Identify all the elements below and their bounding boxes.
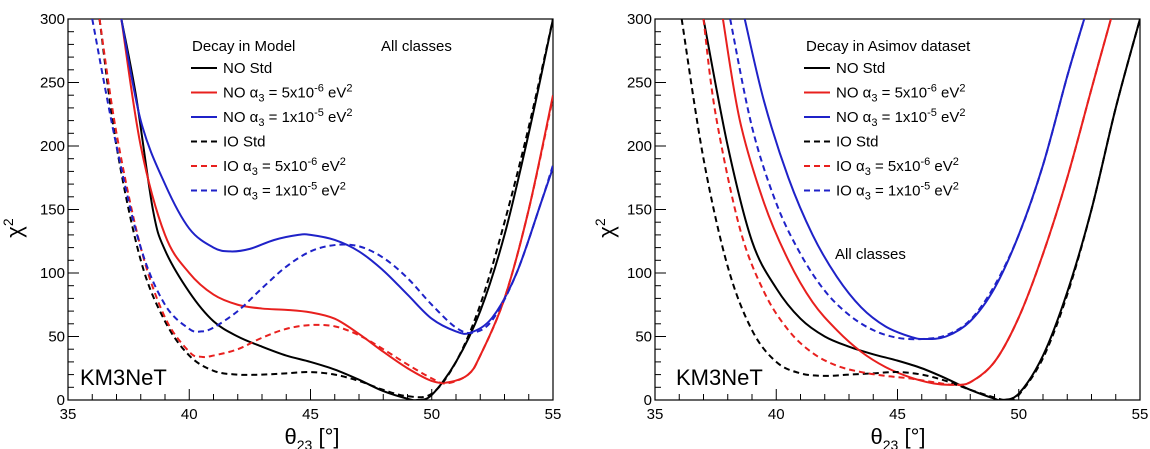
legend-label: NO α3 = 5x10-6 eV2 xyxy=(223,83,353,105)
x-tick-label: 40 xyxy=(768,406,785,423)
x-tick-label: 50 xyxy=(1010,406,1027,423)
right-legend-title: Decay in Asimov dataset xyxy=(806,38,971,55)
y-tick-label: 0 xyxy=(644,392,652,409)
right-curves xyxy=(680,19,1140,400)
left-axis-ticks: 35 40 45 50 55 0 50 100 150 200 250 300 xyxy=(40,11,561,423)
right-axis-ticks: 35 40 45 50 55 0 50 100 150 200 250 300 xyxy=(627,11,1148,423)
series-line-0 xyxy=(120,19,553,400)
y-tick-label: 50 xyxy=(48,329,65,346)
legend-label: NO α3 = 5x10-6 eV2 xyxy=(836,83,966,105)
legend-label: IO α3 = 5x10-6 eV2 xyxy=(223,156,346,178)
series-line-5 xyxy=(91,19,553,335)
series-line-3 xyxy=(680,19,1140,400)
legend-label: NO Std xyxy=(836,60,885,77)
right-watermark-km3net: KM3NeT xyxy=(676,365,763,390)
y-tick-label: 300 xyxy=(40,11,65,28)
x-tick-label: 35 xyxy=(647,406,664,423)
series-line-2 xyxy=(120,19,553,335)
legend-label: NO α3 = 1x10-5 eV2 xyxy=(223,107,353,129)
legend-label: IO α3 = 5x10-6 eV2 xyxy=(836,156,959,178)
y-tick-label: 200 xyxy=(40,138,65,155)
left-x-axis-title: θ23 [°] xyxy=(285,424,340,449)
y-tick-label: 50 xyxy=(635,329,652,346)
legend-label: IO α3 = 1x10-5 eV2 xyxy=(836,181,959,203)
y-tick-label: 300 xyxy=(627,11,652,28)
left-curves xyxy=(91,19,553,400)
series-line-5 xyxy=(729,19,1086,341)
x-tick-label: 50 xyxy=(423,406,440,423)
left-note-all-classes: All classes xyxy=(381,38,452,55)
left-legend-title: Decay in Model xyxy=(192,38,295,55)
x-tick-label: 35 xyxy=(60,406,77,423)
legend-label: IO Std xyxy=(836,134,879,151)
series-line-1 xyxy=(120,19,553,384)
legend-label: IO α3 = 1x10-5 eV2 xyxy=(223,181,346,203)
right-x-axis-title: θ23 [°] xyxy=(871,424,926,449)
y-tick-label: 0 xyxy=(57,392,65,409)
y-tick-label: 200 xyxy=(627,138,652,155)
x-tick-label: 55 xyxy=(545,406,562,423)
x-tick-label: 45 xyxy=(302,406,319,423)
y-tick-label: 100 xyxy=(627,265,652,282)
right-chart-panel: 35 40 45 50 55 0 50 100 150 200 250 300 NO Std NO α3… xyxy=(592,11,1148,449)
y-tick-label: 150 xyxy=(627,202,652,219)
left-watermark-km3net: KM3NeT xyxy=(80,365,167,390)
legend-label: NO α3 = 1x10-5 eV2 xyxy=(836,107,966,129)
legend-label: IO Std xyxy=(223,134,266,151)
series-line-3 xyxy=(98,19,553,399)
y-tick-label: 100 xyxy=(40,265,65,282)
x-tick-label: 40 xyxy=(181,406,198,423)
y-tick-label: 150 xyxy=(40,202,65,219)
left-chart-panel: 35 40 45 50 55 0 50 100 150 200 250 300 NO Std NO α3… xyxy=(0,11,561,449)
y-tick-label: 250 xyxy=(627,75,652,92)
right-note-all-classes: All classes xyxy=(835,246,906,263)
y-tick-label: 250 xyxy=(40,75,65,92)
x-tick-label: 55 xyxy=(1132,406,1149,423)
series-line-4 xyxy=(702,19,1112,386)
legend-label: NO Std xyxy=(223,60,272,77)
x-tick-label: 45 xyxy=(889,406,906,423)
